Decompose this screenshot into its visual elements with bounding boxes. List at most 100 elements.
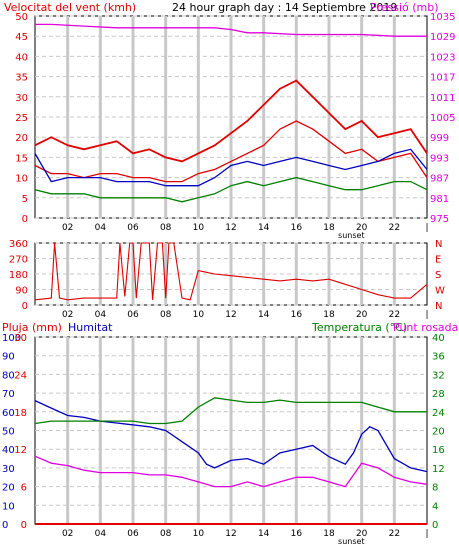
temperature-tick-label: 28 [432, 389, 445, 400]
compass-label: E [435, 255, 441, 266]
compass-label: N [435, 239, 442, 250]
wind-tick-label: 0 [22, 214, 28, 225]
wind-tick-label: 40 [15, 52, 28, 63]
temperature-tick-label: 12 [432, 464, 445, 475]
x-tick-label: 04 [95, 223, 107, 233]
humidity-percent-tick-label: 80 [2, 370, 15, 381]
humidity-percent-tick-label: 0 [2, 520, 8, 531]
compass-label: N [435, 301, 442, 312]
x-tick-label: 10 [193, 223, 205, 233]
pressure-tick-label: 1005 [430, 113, 455, 124]
series-line-wind [34, 120, 428, 183]
rain-tick-label: 12 [14, 445, 27, 456]
temperature-axis-title: Temperatura (°C) [311, 321, 407, 334]
x-tick-label: 16 [291, 310, 303, 320]
series-line-direction [34, 242, 428, 301]
pressure-tick-label: 1017 [430, 73, 455, 84]
pressure-tick-label: 987 [430, 174, 449, 185]
direction-tick-label: 0 [22, 301, 28, 312]
rain-tick-label: 18 [14, 408, 27, 419]
series-line-temperature_small [34, 176, 428, 203]
x-tick-label: 08 [160, 223, 172, 233]
temperature-tick-label: 8 [432, 483, 438, 494]
sunset-label: sunset [338, 537, 365, 546]
series-line-dewpoint [34, 455, 428, 488]
pressure-tick-label: 1023 [430, 52, 455, 63]
x-tick-label: 20 [356, 223, 368, 233]
wind-tick-label: 5 [22, 194, 28, 205]
series-line-humidity [34, 400, 428, 473]
x-tick-label: 20 [356, 529, 368, 539]
humidity-percent-tick-label: 60 [2, 408, 15, 419]
pressure-tick-label: 999 [430, 133, 449, 144]
wind-tick-label: 35 [15, 73, 28, 84]
wind-pressure-panel: 02 04 06 08 10 12 14 16 18 20 22 | sunset 0 5 10 15 20 25 3… [15, 12, 455, 240]
x-tick-label: 04 [95, 310, 107, 320]
pressure-tick-label: 1011 [430, 93, 455, 104]
x-tick-label: 02 [62, 310, 73, 320]
x-tick-label: 04 [95, 529, 107, 539]
x-tick-label: 06 [127, 310, 139, 320]
temperature-tick-label: 4 [432, 501, 438, 512]
x-tick-label: 14 [258, 529, 270, 539]
x-tick-label: 02 [62, 529, 73, 539]
x-tick-label: 10 [193, 529, 205, 539]
wind-tick-label: 15 [15, 153, 28, 164]
humidity-percent-tick-label: 30 [2, 464, 15, 475]
x-tick-label: 16 [291, 223, 303, 233]
sunset-label: sunset [338, 231, 365, 240]
series-line-pressure [35, 23, 427, 37]
humidity-percent-tick-label: 40 [2, 445, 15, 456]
pressure-tick-label: 1029 [430, 32, 455, 43]
x-tick-label: 10 [193, 310, 205, 320]
humidity-percent-tick-label: 10 [2, 501, 15, 512]
x-tick-label: 20 [356, 310, 368, 320]
x-tick-label: 18 [323, 529, 335, 539]
direction-tick-label: 270 [9, 255, 28, 266]
direction-tick-label: 360 [9, 239, 28, 250]
pressure-tick-label: 1035 [430, 12, 455, 23]
humidity-percent-tick-label: 20 [2, 483, 15, 494]
pressure-tick-label: 981 [430, 194, 449, 205]
x-tick-label: 12 [225, 223, 236, 233]
x-tick-label: 12 [225, 310, 236, 320]
wind-tick-label: 50 [15, 12, 28, 23]
x-tick-label: 08 [160, 529, 172, 539]
x-tick-label: 22 [389, 529, 400, 539]
temperature-tick-label: 24 [432, 408, 445, 419]
chart-title: 24 hour graph day : 14 Septiembre 2019 [172, 1, 397, 14]
pressure-tick-label: 975 [430, 214, 449, 225]
direction-tick-label: 180 [9, 270, 28, 281]
temperature-tick-label: 32 [432, 370, 445, 381]
compass-label: S [435, 270, 441, 281]
temperature-tick-label: 36 [432, 352, 445, 363]
series-line-humidity_small [34, 148, 428, 187]
humidity-axis-title: Humitat [68, 321, 113, 334]
rain-tick-label: 0 [21, 520, 27, 531]
humidity-percent-tick-label: 70 [2, 389, 15, 400]
temperature-tick-label: 20 [432, 427, 445, 438]
direction-tick-label: 90 [15, 286, 28, 297]
x-tick-label: 02 [62, 223, 73, 233]
wind-tick-label: 20 [15, 133, 28, 144]
humidity-percent-tick-label: 100 [2, 333, 21, 344]
rain-tick-label: 30 [14, 333, 27, 344]
pressure-axis-title: Pressió (mb) [370, 1, 439, 14]
x-tick-label: 06 [127, 529, 139, 539]
x-tick-label: 14 [258, 223, 270, 233]
x-tick-label: 12 [225, 529, 236, 539]
temperature-tick-label: 0 [432, 520, 438, 531]
x-end-mark: | [425, 223, 428, 233]
pressure-tick-label: 993 [430, 153, 449, 164]
humidity-percent-tick-label: 90 [2, 352, 15, 363]
rain-axis-title: Pluja (mm) [2, 321, 62, 334]
x-tick-label: 18 [323, 310, 335, 320]
x-tick-label: 22 [389, 223, 400, 233]
temperature-tick-label: 40 [432, 333, 445, 344]
wind-axis-title: Velocitat del vent (kmh) [4, 1, 136, 14]
series-line-temperature [34, 397, 427, 425]
x-tick-label: 06 [127, 223, 139, 233]
wind-tick-label: 30 [15, 93, 28, 104]
